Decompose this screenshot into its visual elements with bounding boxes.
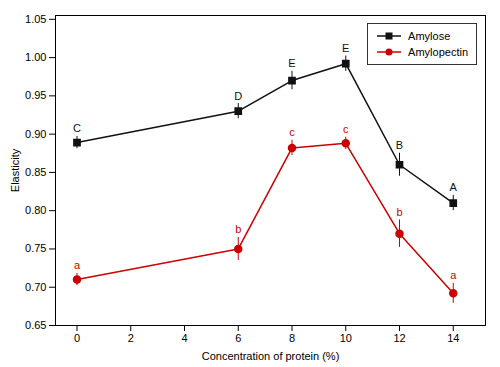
svg-text:a: a xyxy=(450,269,457,281)
svg-text:4: 4 xyxy=(181,332,187,344)
svg-text:Concentration of protein (%): Concentration of protein (%) xyxy=(202,350,340,362)
svg-text:a: a xyxy=(74,259,81,271)
svg-text:0.75: 0.75 xyxy=(25,242,46,254)
svg-text:E: E xyxy=(288,57,295,69)
svg-text:0.70: 0.70 xyxy=(25,281,46,293)
svg-text:2: 2 xyxy=(128,332,134,344)
svg-text:b: b xyxy=(396,206,402,218)
svg-text:B: B xyxy=(396,139,403,151)
svg-text:c: c xyxy=(343,123,349,135)
svg-text:b: b xyxy=(235,223,241,235)
svg-text:E: E xyxy=(342,42,349,54)
svg-text:0: 0 xyxy=(74,332,80,344)
svg-text:c: c xyxy=(289,126,295,138)
svg-text:A: A xyxy=(450,181,458,193)
svg-text:1.00: 1.00 xyxy=(25,51,46,63)
svg-text:D: D xyxy=(234,90,242,102)
svg-text:8: 8 xyxy=(289,332,295,344)
svg-text:0.90: 0.90 xyxy=(25,128,46,140)
svg-text:6: 6 xyxy=(235,332,241,344)
svg-text:C: C xyxy=(73,122,81,134)
html-text:Amylopectin: Amylopectin xyxy=(408,46,468,58)
svg-text:0.80: 0.80 xyxy=(25,204,46,216)
svg-text:0.65: 0.65 xyxy=(25,319,46,331)
svg-text:0.85: 0.85 xyxy=(25,166,46,178)
svg-text:1.05: 1.05 xyxy=(25,13,46,25)
svg-text:14: 14 xyxy=(447,332,459,344)
svg-text:Elasticity: Elasticity xyxy=(9,148,21,192)
html-text:Amylose: Amylose xyxy=(408,30,451,42)
svg-text:0.95: 0.95 xyxy=(25,89,46,101)
svg-text:10: 10 xyxy=(340,332,352,344)
svg-text:12: 12 xyxy=(393,332,405,344)
